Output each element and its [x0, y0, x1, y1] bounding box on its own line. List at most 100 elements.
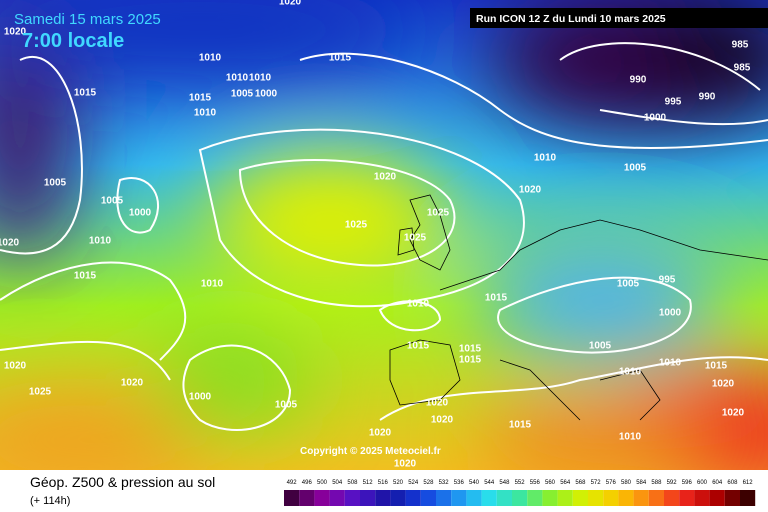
- scale-label: 568: [575, 480, 586, 486]
- scale-label: 572: [591, 480, 602, 486]
- scale-swatch: [648, 490, 664, 506]
- isobar-label: 995: [665, 97, 682, 108]
- footer-title: Géop. Z500 & pression au sol: [30, 474, 215, 490]
- scale-label: 576: [606, 480, 617, 486]
- scale-label: 552: [515, 480, 526, 486]
- isobar-label: 1010: [194, 108, 217, 119]
- isobar-label: 1005: [231, 89, 254, 100]
- scale-swatch: [360, 490, 376, 506]
- scale-swatch: [664, 490, 680, 506]
- isobar-label: 985: [734, 63, 751, 74]
- scale-label: 492: [287, 480, 298, 486]
- isobar-label: 985: [732, 40, 749, 51]
- isobar-label: 1010: [619, 367, 642, 378]
- scale-swatch: [694, 490, 710, 506]
- isobar-label: 1020: [426, 398, 449, 409]
- scale-swatch: [481, 490, 497, 506]
- scale-swatch: [557, 490, 573, 506]
- isobar-label: 1020: [4, 361, 27, 372]
- isobar-label: 1025: [345, 220, 368, 231]
- scale-swatch: [436, 490, 452, 506]
- scale-swatch: [679, 490, 695, 506]
- isobar-label: 1015: [509, 420, 532, 431]
- scale-label: 532: [439, 480, 450, 486]
- isobar-label: 1020: [369, 428, 392, 439]
- background: [0, 0, 768, 490]
- scale-swatch: [390, 490, 406, 506]
- scale-label: 500: [317, 480, 328, 486]
- isobar-label: 1020: [374, 172, 397, 183]
- isobar-label: 1020: [431, 415, 454, 426]
- isobar-label: 1015: [74, 271, 97, 282]
- scale-label: 516: [378, 480, 389, 486]
- isobar-label: 1000: [129, 208, 152, 219]
- isobar-label: 1005: [589, 341, 612, 352]
- isobar-label: 1010: [201, 279, 224, 290]
- isobar-label: 1015: [329, 53, 352, 64]
- header: Samedi 15 mars 2025 7:00 locale Run ICON…: [14, 8, 768, 52]
- isobars: [0, 42, 768, 431]
- isobar-label: 1015: [459, 355, 482, 366]
- isobar-label: 1010: [89, 236, 112, 247]
- scale-swatch: [572, 490, 588, 506]
- scale-label: 508: [347, 480, 358, 486]
- isobar-label: 1000: [644, 113, 667, 124]
- isobar-label: 1020: [279, 0, 302, 8]
- isobar-label: 990: [699, 92, 716, 103]
- scale-label: 580: [621, 480, 632, 486]
- scale-swatch: [496, 490, 512, 506]
- scale-swatch: [633, 490, 649, 506]
- scale-swatch: [709, 490, 725, 506]
- isobar-label: 1000: [189, 392, 212, 403]
- scale-label: 592: [667, 480, 678, 486]
- isobar-label: 995: [659, 275, 676, 286]
- scale-swatch: [512, 490, 528, 506]
- scale-swatch: [466, 490, 482, 506]
- scale-label: 564: [560, 480, 571, 486]
- scale-swatch: [740, 490, 756, 506]
- isobar-label: 1015: [459, 344, 482, 355]
- isobar-label: 990: [630, 75, 647, 86]
- isobar-label: 1015: [705, 361, 728, 372]
- scale-label: 524: [408, 480, 419, 486]
- run-box: [470, 8, 768, 28]
- scale-swatch: [329, 490, 345, 506]
- isobar-label: 1020: [712, 379, 735, 390]
- scale-swatch: [405, 490, 421, 506]
- scale-swatch: [527, 490, 543, 506]
- scale-label: 584: [636, 480, 647, 486]
- isobar-label: 1005: [624, 163, 647, 174]
- isobar-label: 1015: [407, 341, 430, 352]
- isobar-label: 1020: [4, 27, 27, 38]
- isobar-label: 1015: [189, 93, 212, 104]
- isobar-label: 1025: [427, 208, 450, 219]
- scale-swatch: [618, 490, 634, 506]
- isobar-label: 1010: [659, 358, 682, 369]
- scale-label: 512: [363, 480, 374, 486]
- scale-swatch: [724, 490, 740, 506]
- scale-label: 528: [423, 480, 434, 486]
- scale-label: 544: [484, 480, 495, 486]
- isobar-label: 1010: [226, 73, 249, 84]
- scale-swatch: [451, 490, 467, 506]
- isobar-label: 1000: [255, 89, 278, 100]
- scale-label: 608: [727, 480, 738, 486]
- scale-label: 556: [530, 480, 541, 486]
- scale-swatch: [299, 490, 315, 506]
- coastlines: [389, 194, 768, 421]
- scale-label: 588: [651, 480, 662, 486]
- isobar-label: 1005: [275, 400, 298, 411]
- isobar-label: 1005: [44, 178, 67, 189]
- isobar-label: 1005: [617, 279, 640, 290]
- scale-label: 604: [712, 480, 723, 486]
- isobar-label: 1005: [101, 196, 124, 207]
- isobar-label: 1010: [249, 73, 272, 84]
- scale-swatch: [344, 490, 360, 506]
- scale-label: 540: [469, 480, 480, 486]
- isobar-label: 1010: [534, 153, 557, 164]
- isobar-label: 1010: [199, 53, 222, 64]
- isobar-label: 1015: [485, 293, 508, 304]
- scale-label: 536: [454, 480, 465, 486]
